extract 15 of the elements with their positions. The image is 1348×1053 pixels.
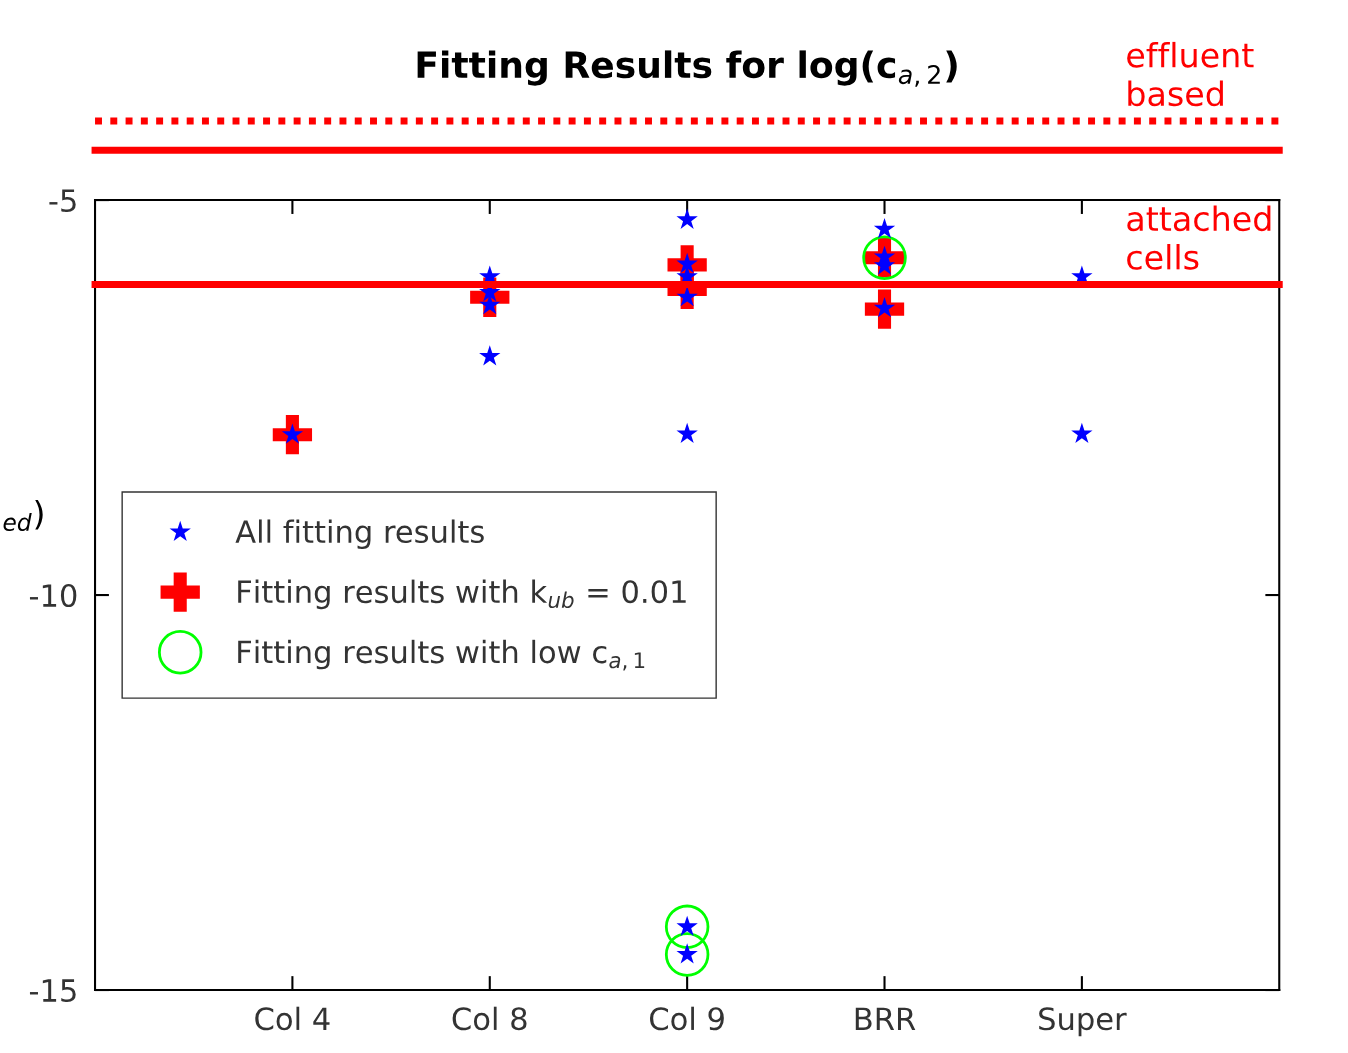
x-tick-label: Col 9 <box>650 1006 724 1031</box>
y-tick-label: -15 <box>29 979 76 1003</box>
ref-line-label: attached cells <box>1127 205 1271 270</box>
legend-label: Fitting results with low c$_{a,1}$ <box>238 639 645 671</box>
chart-title: Fitting Results for log(c$_{a,2}$) <box>417 50 957 87</box>
x-tick-label: Col 4 <box>255 1006 330 1031</box>
x-tick-label: Col 8 <box>452 1006 527 1031</box>
legend-label: Fitting results with k$_{ub}$ = 0.01 <box>238 579 686 610</box>
x-tick-label: Super <box>1039 1007 1127 1037</box>
legend-label: All fitting results <box>235 519 484 550</box>
ref-line-label: effluent based <box>1127 41 1254 107</box>
y-tick-label: -10 <box>29 583 77 608</box>
y-tick-label: -5 <box>49 189 76 213</box>
x-tick-label: BRR <box>855 1007 916 1030</box>
y-axis-title: $_{ed}$) <box>3 499 43 532</box>
